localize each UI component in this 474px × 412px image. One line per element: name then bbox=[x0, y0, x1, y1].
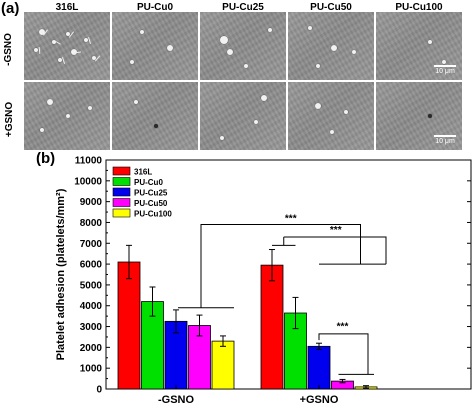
platelet-spot bbox=[244, 64, 248, 68]
column-title-pu-cu25: PU-Cu25 bbox=[222, 2, 264, 13]
y-tick-label: 8000 bbox=[80, 218, 103, 229]
bar-pu-cu100-minus-gsno bbox=[211, 340, 235, 390]
significance-label-top: *** bbox=[285, 213, 297, 224]
y-tick-label: 2000 bbox=[80, 343, 103, 354]
platelet-spot bbox=[66, 32, 70, 36]
platelet-spot bbox=[40, 128, 44, 132]
legend-label-pu-cu25: PU-Cu25 bbox=[134, 189, 168, 198]
legend-label-pu-cu0: PU-Cu0 bbox=[134, 178, 163, 187]
platelet-spot bbox=[268, 28, 272, 32]
platelet-spot bbox=[428, 114, 432, 118]
sem-image-pu-cu100-minus-gsno: 10 μm bbox=[376, 12, 462, 80]
legend-label-pu-cu100: PU-Cu100 bbox=[134, 210, 172, 219]
platelet-spot bbox=[352, 50, 356, 54]
y-tick-label: 9000 bbox=[80, 197, 103, 208]
bar-316l-plus-gsno bbox=[260, 264, 284, 390]
platelet-spot bbox=[308, 26, 312, 30]
platelet-adhesion-chart: (b) 0 1000 2000 3000 4000 5000 6000 7000 8000 9000… bbox=[36, 150, 472, 406]
legend-swatch-pu-cu0 bbox=[112, 177, 131, 186]
y-tick-label: 7000 bbox=[80, 239, 103, 250]
platelet-spot bbox=[140, 30, 144, 34]
x-tick-label: -GSNO bbox=[158, 394, 195, 406]
scale-bar-label: 10 μm bbox=[435, 138, 455, 145]
legend-swatch-pu-cu100 bbox=[112, 208, 131, 218]
x-tick-label: +GSNO bbox=[300, 394, 339, 406]
bracket-middle bbox=[283, 236, 387, 265]
sem-image-pu-cu100-plus-gsno: 10 μm bbox=[376, 82, 462, 150]
platelet-spot bbox=[47, 99, 53, 105]
sem-image-316l-minus-gsno bbox=[24, 12, 110, 80]
y-tick-label: 0 bbox=[96, 385, 102, 396]
y-tick-label: 10000 bbox=[74, 176, 102, 187]
column-title-pu-cu50: PU-Cu50 bbox=[310, 2, 352, 13]
platelet-spot bbox=[428, 40, 432, 44]
scale-bar: 10 μm bbox=[434, 65, 456, 75]
column-title-316l: 316L bbox=[55, 2, 79, 13]
y-tick-label: 11000 bbox=[75, 156, 103, 167]
row-title-minus-gsno: -GSNO bbox=[2, 33, 14, 66]
platelet-spot bbox=[154, 124, 158, 128]
platelet-spot bbox=[254, 120, 258, 124]
platelet-spot bbox=[220, 36, 228, 44]
column-title-pu-cu100: PU-Cu100 bbox=[395, 2, 443, 13]
platelet-spot bbox=[88, 106, 92, 110]
bar-316l-minus-gsno bbox=[117, 261, 141, 390]
sem-image-pu-cu50-minus-gsno bbox=[288, 12, 374, 80]
platelet-spot bbox=[58, 58, 62, 62]
platelet-spot bbox=[92, 56, 96, 60]
bracket-lower bbox=[318, 333, 369, 375]
platelet-spot bbox=[220, 136, 224, 140]
legend-swatch-316l bbox=[112, 166, 131, 176]
sem-image-316l-plus-gsno bbox=[24, 82, 110, 150]
platelet-spot bbox=[39, 29, 45, 35]
sem-image-pu-cu0-plus-gsno bbox=[112, 82, 198, 150]
bar-pu-cu25-plus-gsno bbox=[307, 345, 331, 390]
platelet-spot bbox=[227, 49, 233, 55]
panel-a-label: (a) bbox=[1, 0, 20, 17]
platelet-spot bbox=[34, 48, 38, 52]
y-tick-label: 5000 bbox=[80, 280, 103, 291]
scale-bar: 10 μm bbox=[434, 135, 456, 145]
platelet-spot bbox=[316, 64, 320, 68]
legend-label-316l: 316L bbox=[134, 168, 152, 177]
platelet-spot bbox=[134, 100, 138, 104]
sem-image-pu-cu0-minus-gsno bbox=[112, 12, 198, 80]
sem-image-pu-cu25-minus-gsno bbox=[200, 12, 286, 80]
sem-image-pu-cu50-plus-gsno bbox=[288, 82, 374, 150]
bracket-top bbox=[200, 224, 361, 308]
column-title-pu-cu0: PU-Cu0 bbox=[136, 2, 174, 13]
y-tick-label: 4000 bbox=[80, 301, 103, 312]
scale-bar-label: 10 μm bbox=[435, 68, 455, 75]
platelet-spot bbox=[261, 95, 267, 101]
y-axis-label: Platelet adhesion (platelets/mm²) bbox=[55, 188, 67, 360]
platelet-spot bbox=[66, 114, 70, 118]
y-tick-label: 1000 bbox=[80, 364, 103, 375]
platelet-spot bbox=[315, 103, 321, 109]
platelet-spot bbox=[84, 38, 88, 42]
platelet-spot bbox=[331, 45, 337, 51]
sem-image-pu-cu25-plus-gsno bbox=[200, 82, 286, 150]
platelet-spot bbox=[130, 60, 134, 64]
legend-swatch-pu-cu50 bbox=[112, 198, 131, 207]
significance-label-lower: *** bbox=[337, 322, 349, 333]
platelet-spot bbox=[344, 110, 348, 114]
panel-b-label: (b) bbox=[36, 150, 55, 167]
y-tick-label: 6000 bbox=[80, 260, 103, 271]
row-title-plus-gsno: +GSNO bbox=[4, 101, 16, 138]
platelet-spot bbox=[52, 40, 56, 44]
significance-label-middle: *** bbox=[330, 225, 342, 236]
y-tick-label: 3000 bbox=[80, 322, 103, 333]
platelet-spot bbox=[442, 60, 446, 64]
legend-swatch-pu-cu25 bbox=[112, 187, 131, 197]
platelet-spot bbox=[330, 130, 334, 134]
scale-bar-line bbox=[434, 65, 456, 67]
scale-bar-line bbox=[434, 135, 456, 137]
platelet-spot bbox=[167, 45, 173, 51]
legend-label-pu-cu50: PU-Cu50 bbox=[134, 199, 168, 208]
